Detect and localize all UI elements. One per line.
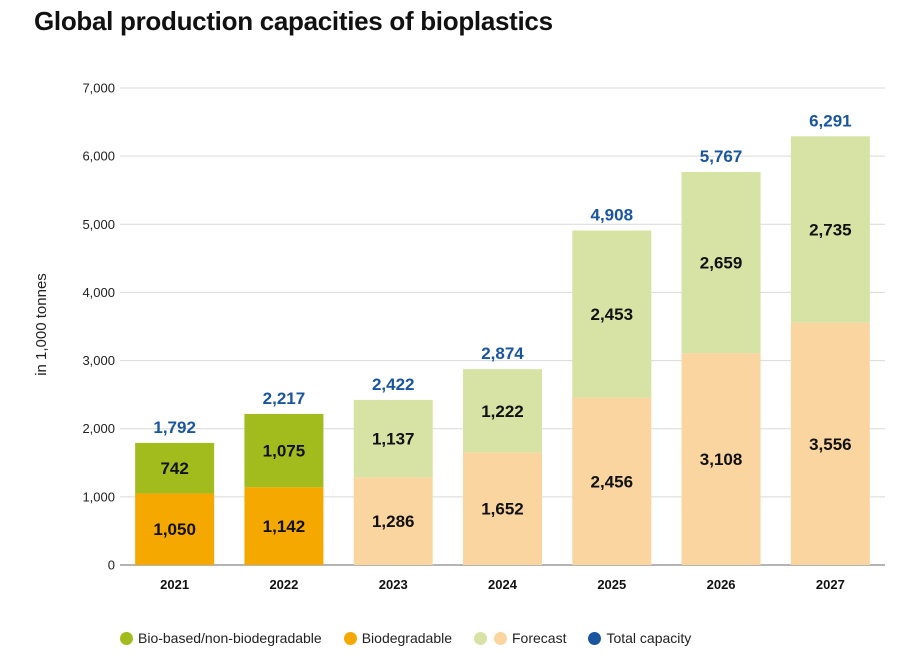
bar-segment-biodegradable (790, 322, 870, 565)
segment-value-label: 2,659 (700, 254, 743, 273)
segment-value-label: 1,286 (372, 512, 415, 531)
legend-swatch (474, 631, 487, 645)
segment-value-label: 1,652 (481, 500, 524, 519)
total-value-label: 6,291 (809, 111, 852, 130)
y-tick-label: 4,000 (82, 285, 115, 300)
y-tick-label: 6,000 (82, 149, 115, 164)
segment-value-label: 742 (160, 459, 188, 478)
segment-value-label: 2,735 (809, 220, 852, 239)
total-value-label: 5,767 (700, 147, 743, 166)
bar-segment-biodegradable (463, 452, 542, 565)
y-tick-label: 1,000 (82, 489, 115, 504)
bar-chart: 0 1,000 2,000 3,000 4,000 5,000 6,000 7,000 in 1… (33, 81, 885, 592)
legend-item: Biodegradable (343, 630, 452, 646)
x-tick-label: 2021 (160, 577, 189, 592)
total-value-label: 4,908 (591, 206, 634, 225)
bar-segment-biodegradable (135, 493, 215, 565)
x-tick-label: 2024 (488, 577, 518, 592)
segment-value-label: 3,556 (809, 435, 852, 454)
x-tick-label: 2022 (269, 577, 298, 592)
y-axis-label: in 1,000 tonnes (33, 273, 50, 376)
bar-segment-bio-based (244, 413, 324, 488)
legend-item: Total capacity (588, 630, 691, 646)
legend-swatch (494, 631, 507, 645)
y-tick-label: 0 (108, 558, 115, 573)
legend-swatch (588, 631, 602, 645)
segment-value-label: 1,050 (153, 520, 196, 539)
legend-label: Biodegradable (361, 630, 452, 646)
y-tick-label: 2,000 (82, 421, 115, 436)
x-tick-label: 2027 (816, 577, 845, 592)
segment-value-label: 1,137 (372, 430, 415, 449)
bar-segment-biodegradable (353, 477, 433, 565)
y-tick-label: 5,000 (82, 217, 115, 232)
segment-value-label: 1,075 (263, 442, 306, 461)
legend-item: Bio-based/non-biodegradable (120, 630, 322, 646)
y-tick-label: 3,000 (82, 353, 115, 368)
total-value-label: 2,874 (481, 344, 524, 363)
chart-legend: Bio-based/non-biodegradable Biodegradable… (120, 628, 713, 648)
x-tick-label: 2023 (379, 577, 408, 592)
legend-label: Bio-based/non-biodegradable (138, 630, 322, 646)
segment-value-label: 1,222 (481, 402, 524, 421)
legend-swatch (343, 631, 357, 645)
total-value-label: 1,792 (153, 418, 196, 437)
bar-segment-biodegradable (572, 397, 652, 565)
legend-label: Forecast (512, 630, 567, 646)
segment-value-label: 2,456 (591, 472, 634, 491)
bar-segment-bio-based (463, 369, 542, 453)
bar-segment-biodegradable (244, 487, 324, 565)
total-value-label: 2,422 (372, 375, 415, 394)
legend-swatch (120, 631, 133, 645)
segment-value-label: 1,142 (263, 517, 306, 536)
segment-value-label: 3,108 (700, 450, 743, 469)
legend-label: Total capacity (606, 630, 692, 646)
total-value-label: 2,217 (263, 389, 306, 408)
legend-item: Forecast (474, 630, 566, 646)
segment-value-label: 2,453 (591, 305, 634, 324)
x-tick-label: 2026 (707, 577, 736, 592)
bar-segment-bio-based (135, 442, 215, 494)
bar-segment-biodegradable (681, 353, 761, 565)
chart-title: Global production capacities of bioplast… (34, 6, 553, 36)
bar-segment-bio-based (790, 136, 870, 323)
x-tick-label: 2025 (597, 577, 626, 592)
y-tick-label: 7,000 (82, 81, 115, 96)
bar-segment-bio-based (353, 399, 433, 478)
bar-segment-bio-based (572, 230, 652, 398)
bar-segment-bio-based (681, 172, 761, 354)
